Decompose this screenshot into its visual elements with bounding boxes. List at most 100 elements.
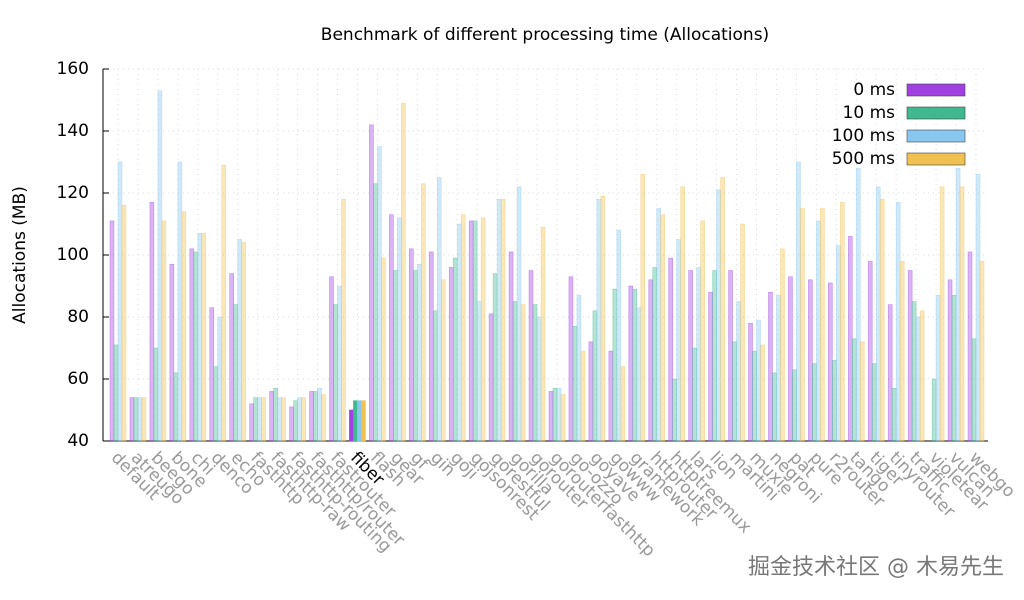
bar (887, 304, 893, 442)
bar (109, 220, 115, 442)
bar (369, 124, 374, 442)
bar (409, 248, 414, 442)
bar (636, 307, 642, 442)
bar (520, 304, 526, 442)
bar (500, 198, 506, 442)
bar (931, 378, 937, 442)
bar (979, 260, 985, 442)
bar (169, 263, 175, 442)
y-tick-label: 80 (67, 307, 89, 327)
bar (417, 263, 422, 442)
bar (540, 226, 546, 442)
legend-swatch (906, 152, 966, 166)
bar (816, 220, 821, 442)
bar (720, 177, 725, 442)
y-tick-label: 100 (57, 245, 89, 265)
bar (616, 229, 622, 442)
bar (780, 248, 785, 442)
bar (353, 400, 358, 442)
bar (317, 387, 322, 442)
bar (329, 276, 334, 442)
watermark: 掘金技术社区 @ 木易先生 (748, 555, 1004, 580)
bar (967, 251, 973, 442)
y-axis-label: Allocations (MB) (10, 186, 30, 324)
bar (740, 223, 745, 442)
bar (528, 270, 534, 442)
bar (273, 387, 278, 442)
bar (389, 214, 394, 442)
bar (209, 307, 215, 442)
bar (668, 257, 673, 442)
bar (911, 301, 917, 442)
bar (596, 198, 602, 442)
bar (197, 233, 203, 442)
bar (289, 406, 294, 442)
bar (313, 391, 318, 442)
bar (460, 214, 466, 442)
bar (468, 220, 474, 442)
bar (612, 288, 618, 442)
bar (456, 223, 462, 442)
bar (560, 394, 566, 442)
bar (357, 400, 362, 442)
bar (253, 397, 258, 442)
bar (588, 341, 594, 442)
bar (772, 372, 777, 442)
legend-swatch (906, 83, 966, 97)
bar (859, 341, 865, 442)
bar (855, 167, 861, 442)
bar (480, 217, 486, 442)
bar (401, 102, 406, 442)
bar (748, 322, 753, 442)
bar (349, 409, 354, 442)
bar (221, 164, 227, 442)
bar (692, 347, 697, 442)
bar (800, 208, 805, 442)
bar (867, 260, 873, 442)
bar (788, 276, 793, 442)
bar (716, 189, 721, 442)
bar (181, 211, 187, 442)
bar (452, 257, 458, 442)
bar (951, 294, 957, 442)
bar (393, 270, 398, 442)
bar (201, 233, 207, 442)
bar (592, 310, 598, 442)
bar (257, 397, 262, 442)
bar (756, 319, 761, 442)
bar (217, 316, 223, 442)
bar (532, 304, 538, 442)
bar (620, 366, 626, 442)
bar (915, 316, 921, 442)
legend-label: 100 ms (832, 126, 895, 146)
bar (760, 344, 765, 442)
bar (137, 397, 143, 442)
bar (568, 276, 574, 442)
y-tick-label: 140 (57, 121, 89, 141)
bar (955, 167, 961, 442)
bar (680, 186, 685, 442)
bar (600, 195, 606, 442)
bar (608, 350, 614, 442)
bar (173, 372, 179, 442)
bar (161, 220, 167, 442)
bar (939, 186, 945, 442)
bar (632, 288, 638, 442)
bar (812, 363, 817, 442)
bar (261, 397, 266, 442)
bar (836, 245, 841, 442)
bar (428, 251, 434, 442)
bar (895, 202, 901, 442)
bar (640, 174, 646, 442)
bar (121, 205, 127, 442)
bar (117, 161, 123, 442)
bar (552, 387, 558, 442)
bar (820, 208, 825, 442)
bar (899, 260, 905, 442)
bar (432, 310, 438, 442)
bar (373, 183, 378, 442)
bar (871, 363, 877, 442)
bar (488, 313, 494, 442)
bar (796, 161, 801, 442)
